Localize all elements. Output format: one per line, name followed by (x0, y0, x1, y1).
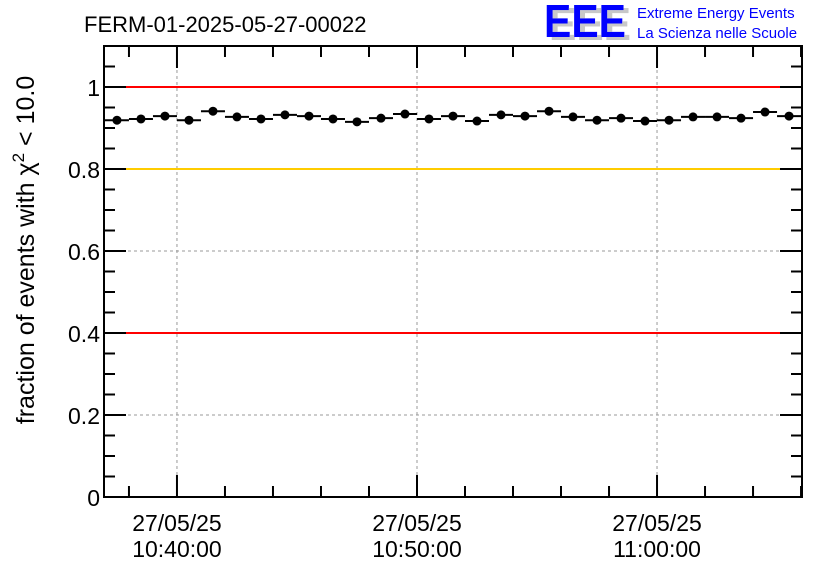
axes: 00.20.40.60.8127/05/2510:40:0027/05/2510… (68, 45, 803, 562)
y-axis-label-suffix: < 10.0 (12, 76, 40, 153)
eee-logo: EEE Extreme Energy Events La Scienza nel… (544, 0, 797, 47)
data-point (448, 111, 458, 121)
data-point (280, 110, 290, 120)
logo-line2: La Scienza nelle Scuole (637, 25, 797, 42)
data-point (376, 113, 386, 123)
data-point (568, 112, 578, 122)
data-point (352, 117, 362, 127)
data-point (232, 112, 242, 122)
x-tick-date: 27/05/25 (132, 510, 222, 536)
data-point (256, 114, 266, 124)
data-point (640, 116, 650, 126)
data-point (760, 107, 770, 117)
reference-lines (104, 86, 802, 334)
data-point (664, 115, 674, 125)
y-tick-label: 0.6 (68, 239, 100, 265)
y-tick-label: 0.4 (68, 321, 100, 347)
data-point (784, 111, 794, 121)
data-point (496, 110, 506, 120)
data-point (520, 111, 530, 121)
data-point (328, 114, 338, 124)
data-point (304, 111, 314, 121)
y-axis-label: fraction of events with χ2 < 10.0 (9, 76, 40, 424)
data-points (104, 106, 802, 127)
data-point (424, 114, 434, 124)
x-tick-date: 27/05/25 (372, 510, 462, 536)
data-point (472, 116, 482, 126)
y-tick-label: 0.2 (68, 403, 100, 429)
y-tick-label: 1 (87, 75, 100, 101)
logo-line1: Extreme Energy Events (637, 5, 795, 22)
data-point (136, 114, 146, 124)
y-axis-label-main: fraction of events with χ (12, 162, 40, 424)
data-point (736, 113, 746, 123)
y-axis-label-sup: 2 (9, 153, 28, 162)
data-point (208, 106, 218, 116)
y-tick-label: 0 (87, 485, 100, 511)
data-point (712, 112, 722, 122)
data-point (184, 115, 194, 125)
chart-title: FERM-01-2025-05-27-00022 (84, 12, 367, 37)
data-point (400, 109, 410, 119)
x-tick-time: 11:00:00 (613, 536, 701, 562)
data-point (592, 115, 602, 125)
data-point (112, 115, 122, 125)
data-point (688, 112, 698, 122)
x-tick-time: 10:50:00 (372, 536, 462, 562)
logo-letters: EEE (544, 0, 626, 47)
data-point (160, 111, 170, 121)
y-tick-label: 0.8 (68, 157, 100, 183)
data-point (544, 106, 554, 116)
x-tick-date: 27/05/25 (612, 510, 702, 536)
x-tick-time: 10:40:00 (132, 536, 222, 562)
data-point (616, 113, 626, 123)
